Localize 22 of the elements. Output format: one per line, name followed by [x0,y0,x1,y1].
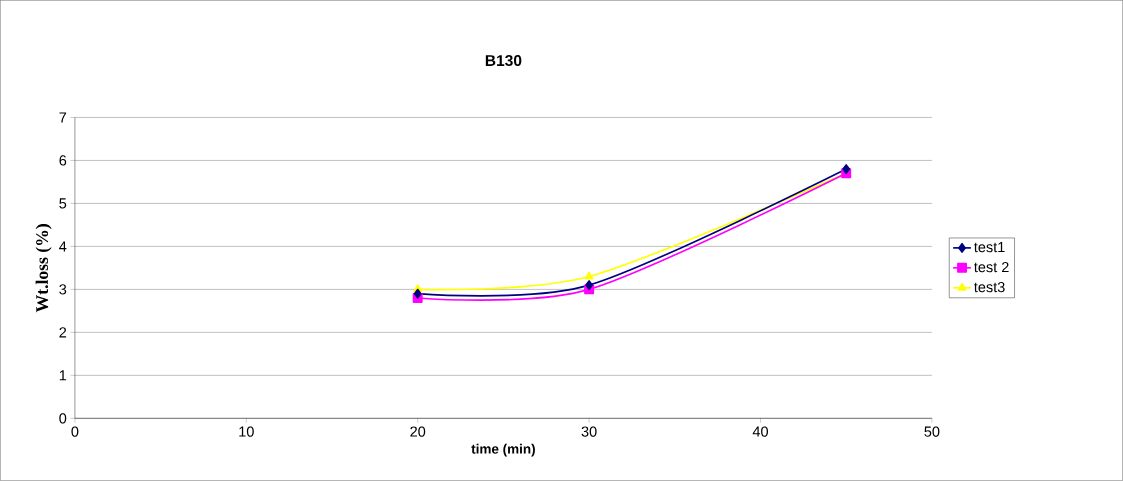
x-tick-label: 20 [410,426,426,437]
y-tick-label: 7 [59,112,67,123]
x-tick-label: 10 [239,426,254,437]
y-tick-label: 1 [59,370,67,381]
y-tick-label: 0 [59,413,67,424]
y-tick-label: 6 [59,155,67,166]
x-tick-label: 50 [924,426,940,437]
x-tick-label: 30 [581,426,597,437]
y-tick-label: 3 [59,284,67,295]
legend-label: test1 [974,242,1005,253]
x-axis-title: time (min) [471,443,535,457]
chart-title: B130 [485,55,522,67]
legend-label: test 2 [974,262,1009,273]
y-tick-label: 4 [59,241,67,252]
y-tick-label: 2 [59,327,67,338]
x-tick-label: 40 [752,426,769,437]
legend-label: test3 [974,282,1005,293]
y-axis-title: Wt.loss (%) [35,224,52,313]
y-tick-label: 5 [59,198,67,209]
point [842,164,851,175]
x-tick-label: 0 [71,426,79,437]
point [585,280,594,291]
